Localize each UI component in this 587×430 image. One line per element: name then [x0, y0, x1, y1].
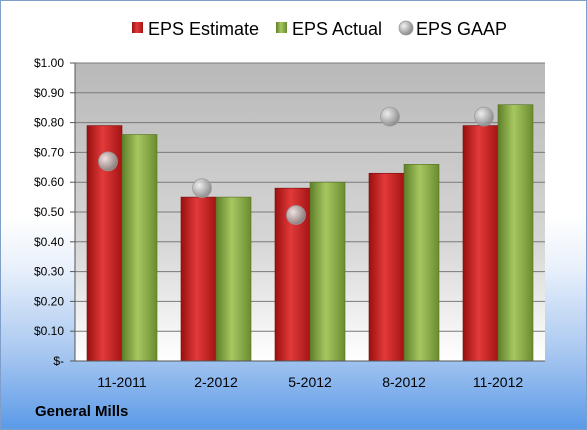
- bar-eps-estimate: [368, 172, 405, 362]
- y-tick-label: $0.90: [34, 86, 64, 100]
- point-eps-gaap: [474, 106, 494, 127]
- legend: EPS Estimate EPS Actual EPS GAAP: [132, 19, 507, 39]
- x-tick-label: 8-2012: [382, 374, 426, 390]
- point-eps-gaap: [380, 106, 400, 127]
- legend-swatch: [398, 20, 414, 36]
- bar-eps-actual: [403, 164, 440, 362]
- y-tick-label: $0.70: [34, 145, 64, 159]
- bar-eps-actual: [309, 181, 346, 362]
- legend-label: EPS GAAP: [416, 19, 507, 39]
- bar-eps-estimate: [180, 196, 217, 362]
- point-eps-gaap: [98, 151, 118, 172]
- bars: [86, 104, 534, 362]
- legend-label: EPS Actual: [292, 19, 382, 39]
- y-tick-label: $0.60: [34, 175, 64, 189]
- y-tick-label: $0.50: [34, 205, 64, 219]
- x-tick-label: 11-2011: [97, 374, 147, 390]
- point-eps-gaap: [286, 205, 306, 225]
- x-tick-label: 11-2012: [473, 374, 524, 390]
- bar-eps-actual: [215, 196, 252, 362]
- legend-swatch: [276, 22, 287, 33]
- y-tick-label: $0.20: [34, 294, 64, 308]
- y-tick-label: $1.00: [34, 56, 64, 70]
- point-eps-gaap: [192, 178, 212, 199]
- gaap-markers: [98, 106, 494, 225]
- legend-swatch: [132, 22, 143, 33]
- y-tick-label: $0.40: [34, 235, 64, 249]
- legend-label: EPS Estimate: [148, 19, 259, 39]
- y-tick-label: $0.80: [34, 116, 64, 130]
- bar-eps-actual: [121, 134, 158, 362]
- bar-eps-estimate: [462, 125, 499, 362]
- y-tick-label: $-: [53, 354, 64, 368]
- x-tick-label: 2-2012: [194, 374, 238, 390]
- company-label: General Mills: [35, 403, 129, 420]
- x-axis: 11-2011 2-2012 5-2012 8-2012 11-2012: [75, 360, 545, 390]
- y-tick-label: $0.30: [34, 265, 64, 279]
- x-tick-label: 5-2012: [288, 374, 332, 390]
- bar-eps-actual: [497, 104, 534, 362]
- y-axis: $- $0.10 $0.20 $0.30 $0.40 $0.50 $0.60 $0.70 $0.…: [34, 56, 76, 368]
- y-tick-label: $0.10: [34, 324, 64, 338]
